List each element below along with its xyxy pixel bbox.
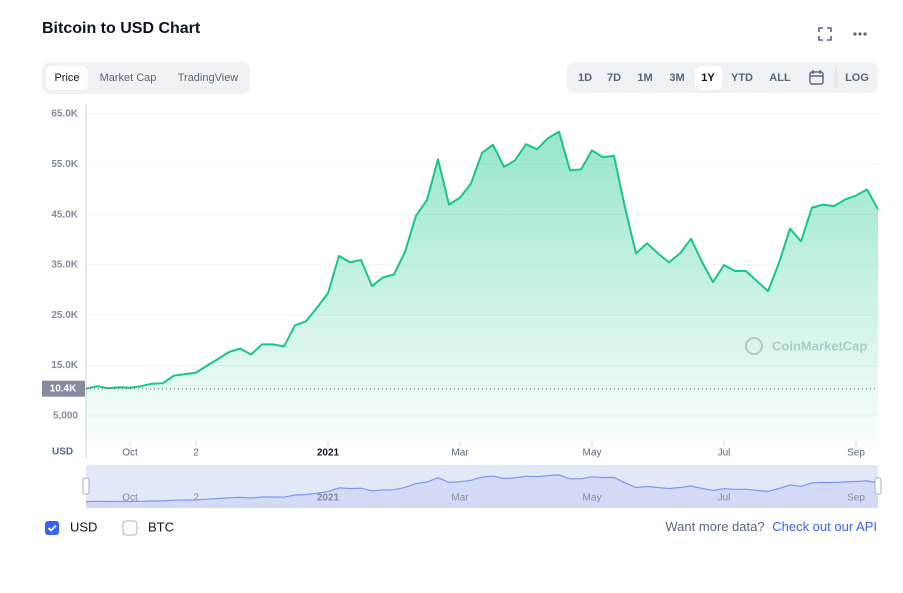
range-active [695,66,722,90]
tab-active [46,66,88,90]
calendar-icon[interactable] [809,70,824,85]
y-tick-label: 5,000 [53,410,78,421]
tab[interactable]: Price [54,72,79,84]
reference-tag [42,380,85,397]
price-line [85,130,879,390]
navigator-label: 2 [193,493,199,504]
range-button[interactable]: 3M [669,72,684,84]
range-button[interactable]: 1D [578,72,592,84]
navigator-handle[interactable] [874,477,882,495]
navigator-handle[interactable] [82,477,90,495]
x-tick-label: Jul [718,448,731,459]
x-tick-label: May [583,448,602,459]
y-tick-label: 35.0K [51,260,78,271]
x-tick-label: 2021 [317,448,340,459]
title: Bitcoin to USD Chart [42,20,201,37]
y-tick-label: 65.0K [51,109,78,120]
x-tick-label: Oct [122,448,138,459]
navigator-label: Mar [451,493,469,504]
more-icon[interactable] [853,32,867,36]
log-button[interactable]: LOG [845,72,869,84]
footer-prompt: Want more data? [665,519,764,534]
navigator-label: Oct [122,493,138,504]
range-button[interactable]: 7D [607,72,621,84]
y-tick-label: 15.0K [51,360,78,371]
api-link[interactable]: Check out our API [772,519,877,534]
navigator-label: 2021 [317,493,340,504]
x-tick-label: 2 [193,448,199,459]
tab[interactable]: TradingView [178,72,239,84]
range-button[interactable]: 1Y [701,72,715,84]
y-tick-label: 45.0K [51,209,78,220]
navigator-label: Jul [718,493,731,504]
range-button[interactable]: YTD [731,72,753,84]
fullscreen-icon[interactable] [818,27,832,41]
range-button[interactable]: ALL [769,72,791,84]
reference-label: 10.4K [50,383,77,394]
area [86,131,878,441]
x-tick-label: Sep [847,448,865,459]
x-tick-label: Mar [451,448,469,459]
checkbox-usd[interactable] [45,521,59,535]
toggle-label[interactable]: USD [70,519,97,534]
range-group [567,62,878,93]
tab[interactable]: Market Cap [100,72,157,84]
y-tick-label: 55.0K [51,159,78,170]
navigator-label: May [583,493,602,504]
navigator-line [85,474,879,503]
range-button[interactable]: 1M [637,72,652,84]
tab-group [42,62,250,94]
y-tick-label: 25.0K [51,310,78,321]
footer: Want more data? Check out our API [665,519,877,534]
y-axis-label: USD [52,447,73,458]
navigator-area [86,474,878,508]
toggle-label[interactable]: BTC [148,519,174,534]
checkbox-btc[interactable] [122,520,138,536]
navigator-label: Sep [847,493,865,504]
